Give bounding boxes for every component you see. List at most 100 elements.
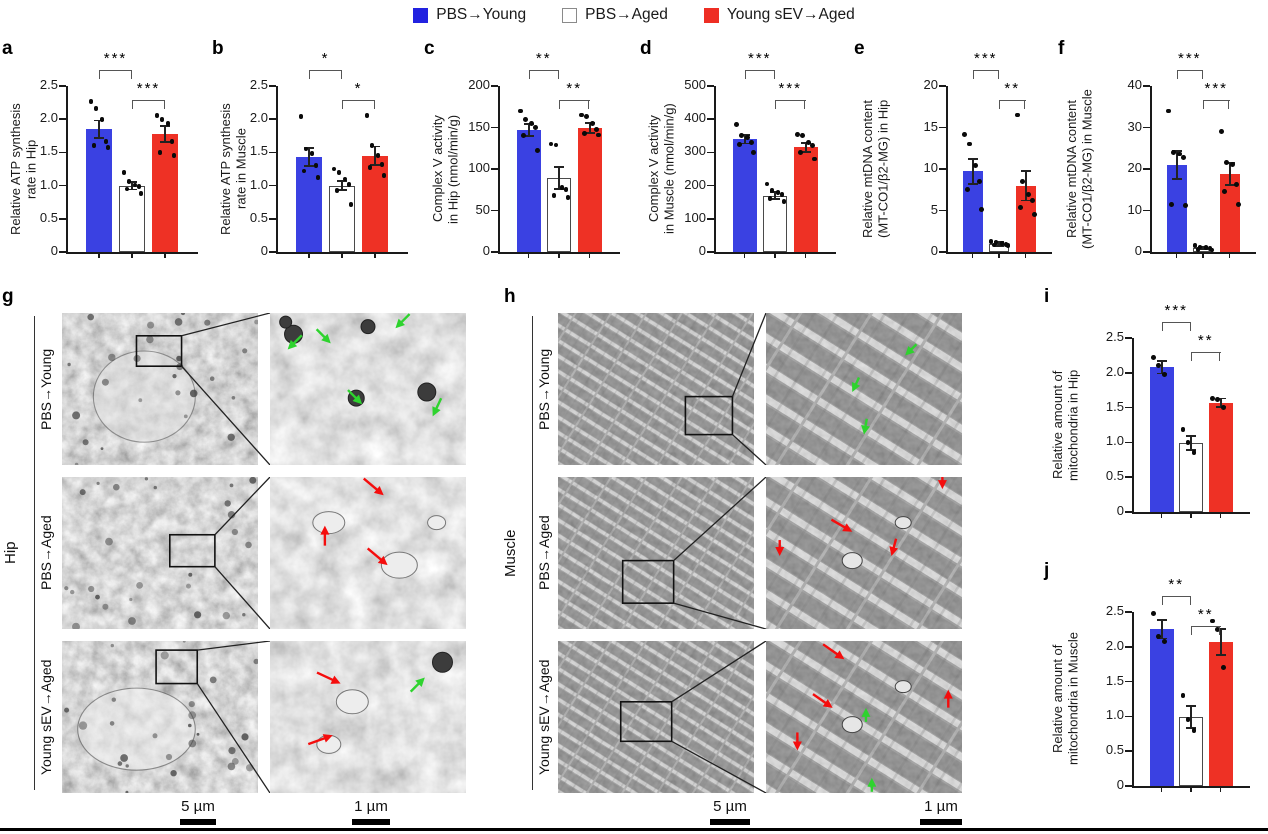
data-point [1192,243,1198,249]
error-cap [1020,169,1031,172]
y-tick-label: 2.0 [249,110,268,126]
y-tick-label: 0 [698,243,706,258]
bracket-end [1191,352,1193,361]
y-tick [707,251,714,253]
y-tick-label: 0.5 [1105,468,1124,484]
significance-bracket [1176,70,1203,72]
error-cap [304,165,314,168]
y-tick [269,184,276,187]
y-axis [1132,612,1134,786]
y-tick [1125,680,1132,683]
error-cap [1215,627,1226,630]
data-point [565,194,571,200]
error-bar [1024,170,1027,201]
error-cap [1215,406,1226,408]
y-tick-label: 1.5 [1105,672,1124,688]
significance-bracket [132,100,165,102]
bar-pbs-aged [119,185,145,252]
row-label-pbs-young: PBS→Young [38,348,54,430]
data-point [157,150,163,155]
data-point [154,112,160,118]
panel-label-e: e [854,38,865,59]
error-cap [967,183,978,185]
data-point [1197,244,1203,250]
data-point [798,150,803,155]
em-image-h-row1-high-mag [766,313,962,465]
data-point [1221,665,1226,671]
green-arrow [851,377,861,393]
error-cap [1224,183,1235,186]
error-bar [374,146,376,165]
y-tick-label: 50 [475,201,490,217]
bracket-end [340,70,342,79]
data-point [301,168,307,174]
y-tick-label: 1.5 [249,143,268,159]
data-point [764,181,770,187]
red-arrow [316,671,341,684]
bracket-end [775,100,777,109]
data-point [93,106,99,111]
error-cap [1186,727,1196,730]
y-tick-label: 15 [923,118,938,134]
data-point [594,126,599,132]
row-label-pbs-aged: PBS→Aged [536,515,552,591]
row-label-pbs-aged: PBS→Aged [38,515,54,591]
data-point [124,186,130,192]
error-cap [1198,248,1208,250]
red-arrow [937,477,947,490]
significance-bracket [1161,596,1191,598]
data-point [159,116,165,122]
significance-label: *** [136,80,161,97]
error-cap [1156,360,1167,362]
error-cap [1186,449,1196,451]
y-tick [1143,126,1150,129]
y-axis [66,86,68,252]
red-arrow [366,547,388,566]
x-tick [804,252,807,258]
data-point [1210,618,1215,624]
y-tick [707,218,714,220]
data-point [1222,189,1227,195]
data-point [991,242,997,248]
red-arrow [307,734,333,746]
bracket-end [1191,626,1193,635]
data-point [973,163,978,169]
bracket-end [1176,70,1178,79]
data-point [334,187,340,193]
significance-bracket [775,100,806,102]
data-point [315,175,321,181]
error-cap [370,145,380,148]
data-point [1180,693,1186,698]
bracket-end [528,70,530,79]
bracket-end [557,70,559,79]
y-tick-label: 0 [1116,777,1124,792]
x-tick [998,252,1000,258]
data-point [806,140,811,145]
data-point [1209,247,1215,253]
significance-label: *** [1177,50,1202,67]
data-point [1005,243,1011,249]
data-point [739,132,744,138]
data-point [551,193,557,198]
error-cap [1224,162,1235,165]
significance-label: *** [973,50,998,67]
y-tick-label: 30 [1127,118,1142,134]
data-point [810,143,815,149]
data-point [1191,450,1197,456]
zoom-inset-box [621,559,675,604]
significance-bracket [309,70,342,72]
bracket-end [163,100,165,109]
y-axis-title-d: Complex V activity in Muscle (nmol/min/g) [646,103,677,235]
significance-bracket [559,100,590,102]
data-point [364,113,370,119]
em-image-g-row1-high-mag [270,313,466,465]
data-point [775,189,781,195]
data-point [977,179,982,184]
error-cap [1156,372,1167,375]
y-tick-label: 1.0 [39,176,58,192]
y-tick [1125,511,1132,513]
bracket-end [999,100,1001,109]
x-tick [1024,252,1027,258]
bracket-end [1189,322,1191,331]
error-bar [527,124,530,136]
